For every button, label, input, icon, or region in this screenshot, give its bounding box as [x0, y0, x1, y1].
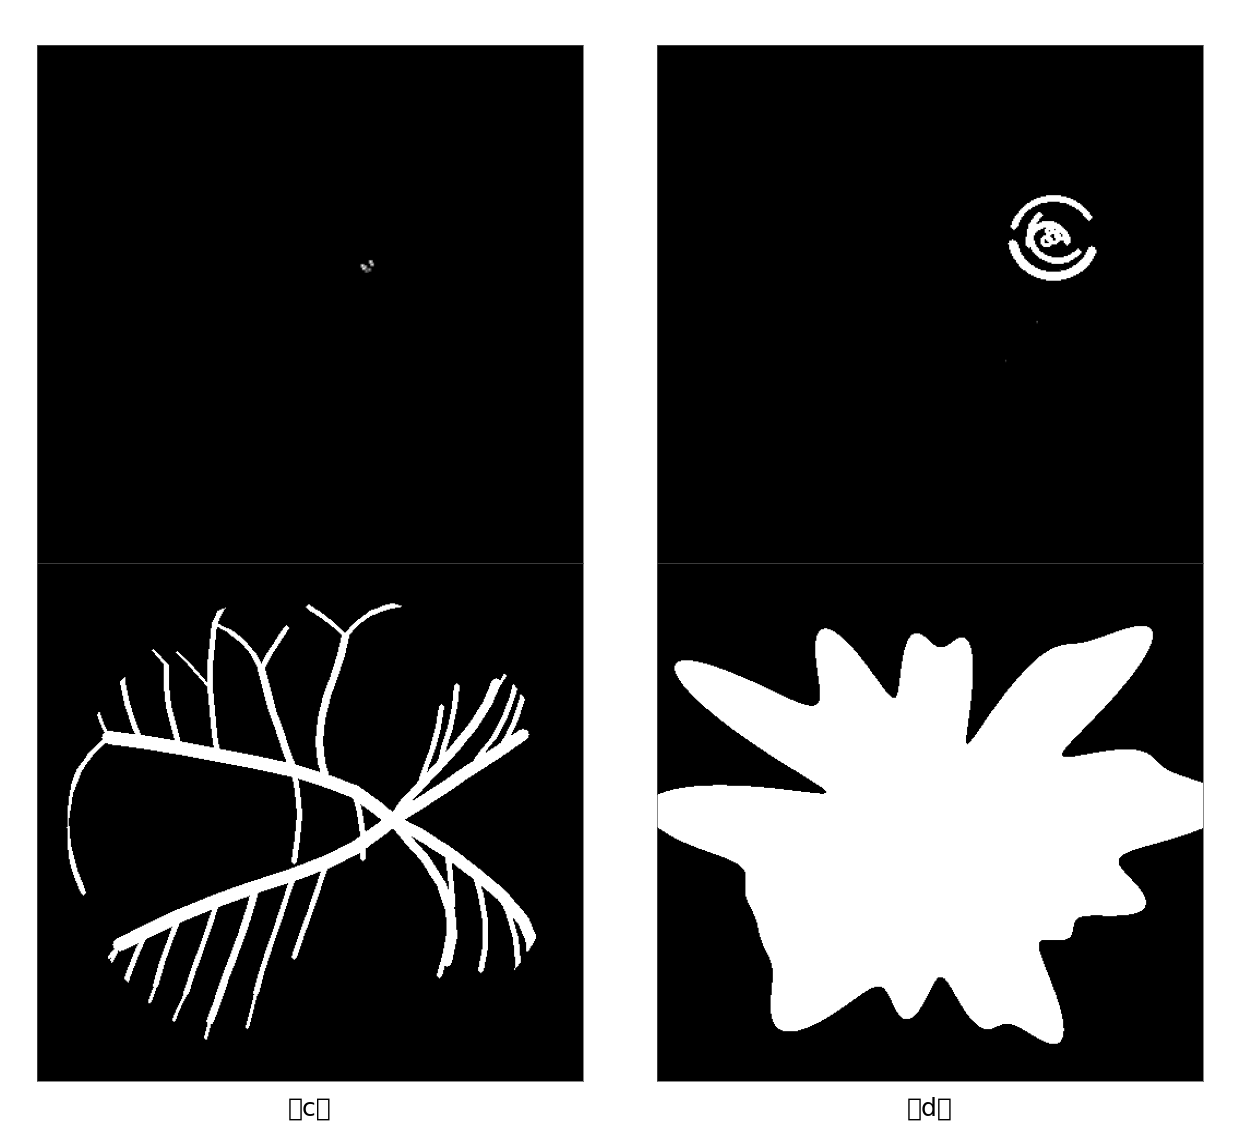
Text: （c）: （c）	[288, 1097, 332, 1120]
Text: （b）: （b）	[908, 579, 952, 602]
Text: （d）: （d）	[908, 1097, 952, 1120]
Text: （a）: （a）	[288, 579, 332, 602]
